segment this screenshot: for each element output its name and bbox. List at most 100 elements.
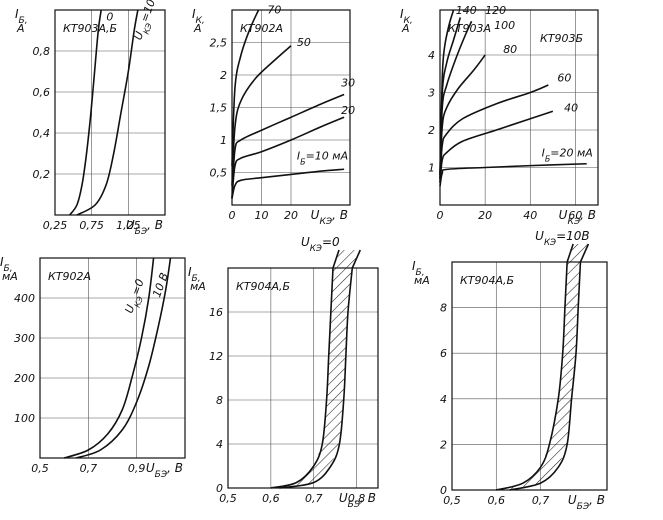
plot-frame xyxy=(227,267,379,489)
y-tick-label: 0,5 xyxy=(210,167,228,180)
y-axis-unit: мА xyxy=(190,280,206,293)
device-label: КТ903А,Б xyxy=(63,22,117,35)
x-tick-label: 60 xyxy=(568,209,582,222)
curve-label: 60 xyxy=(557,71,571,84)
y-tick-label: 0,6 xyxy=(33,86,51,99)
band-fill xyxy=(496,262,581,490)
curve-label: IБ=10 мА xyxy=(297,150,348,167)
plot-frame xyxy=(54,9,166,216)
y-tick-label: 0,4 xyxy=(33,127,51,140)
y-tick-label: 8 xyxy=(216,394,223,407)
x-tick-label: 1,25 xyxy=(116,219,141,232)
x-axis-label: UБЭ, В xyxy=(568,493,605,512)
curve-label: UКЭ=0 xyxy=(122,277,150,316)
y-tick-label: 4 xyxy=(440,393,447,406)
chart-p4: 0,5 0,7 0,9 100 200 300 400 IБ,мА UБЭ, В КТ902А UК… xyxy=(0,255,186,480)
y-tick-label: 400 xyxy=(14,292,35,305)
x-axis-label: UБЭ, В xyxy=(126,218,163,237)
y-tick-label: 1 xyxy=(220,134,227,147)
y-axis-label: IК, xyxy=(192,7,205,26)
y-tick-label: 200 xyxy=(14,372,35,385)
curve-label: 80 xyxy=(503,43,517,56)
device-label: КТ902А xyxy=(48,270,91,283)
y-tick-label: 0 xyxy=(440,484,447,497)
y-tick-label: 1,5 xyxy=(210,102,228,115)
series-line xyxy=(439,84,549,183)
x-tick-label: 20 xyxy=(284,209,298,222)
y-tick-label: 2 xyxy=(220,69,227,82)
y-tick-label: 2 xyxy=(440,438,447,451)
curve-label: 120 xyxy=(485,4,506,17)
chart-p1: 0,25 0,75 1,25 0,2 0,4 0,6 0,8 IБ,А UБЭ, В КТ903А… xyxy=(15,0,166,237)
x-tick-label: 0,6 xyxy=(262,492,280,505)
y-tick-label: 4 xyxy=(428,49,435,62)
y-axis-label: IК, xyxy=(400,7,413,26)
y-axis-label: IБ, xyxy=(412,259,425,278)
x-tick-label: 0,7 xyxy=(305,492,323,505)
x-axis-label: UБЭ, В xyxy=(339,491,376,510)
y-tick-label: 6 xyxy=(440,347,447,360)
y-tick-label: 0,8 xyxy=(33,45,51,58)
device-label: КТ902А xyxy=(240,22,283,35)
chart-p6: 0,5 0,6 0,7 0 2 4 6 8 IБ,мА UБЭ, В КТ904А,Б UКЭ=10В xyxy=(412,229,608,512)
series-line xyxy=(439,110,554,183)
y-tick-label: 12 xyxy=(209,350,223,363)
y-tick-label: 0 xyxy=(216,482,223,495)
band-lower-line xyxy=(270,267,334,489)
y-tick-label: 8 xyxy=(440,302,447,315)
device-label: КТ904А,Б xyxy=(460,274,514,287)
plot-frame xyxy=(231,9,351,206)
x-tick-label: 0,5 xyxy=(31,462,49,475)
device-label: КТ904А,Б xyxy=(236,280,290,293)
band-ext-fill xyxy=(567,244,589,262)
x-tick-label: 20 xyxy=(478,209,492,222)
y-tick-label: 300 xyxy=(14,332,35,345)
series-line xyxy=(231,116,345,199)
curve-label: 100 xyxy=(494,19,515,32)
series-line xyxy=(69,9,102,216)
series-line xyxy=(231,45,292,186)
curve-label: 50 xyxy=(297,36,311,49)
y-tick-label: 2,5 xyxy=(210,37,228,50)
band-fill xyxy=(270,268,353,488)
x-tick-label: 0 xyxy=(437,209,444,222)
series-line xyxy=(231,9,260,167)
series-line xyxy=(439,54,486,179)
x-axis-label: UКЭ, В xyxy=(311,208,348,227)
x-axis-label: UКЭ, В xyxy=(559,208,596,227)
curve-label: 140 xyxy=(456,4,477,17)
x-tick-label: 0,5 xyxy=(219,492,237,505)
curve-label: 70 xyxy=(267,3,281,16)
y-axis-label: IБ, xyxy=(0,255,13,274)
x-tick-label: 0,8 xyxy=(348,492,366,505)
x-tick-label: 10 xyxy=(255,209,269,222)
top-label: UКЭ=0 xyxy=(301,235,340,254)
band-upper-line xyxy=(279,267,354,489)
band-upper-line xyxy=(509,261,582,491)
chart-p5: 0,5 0,6 0,7 0,8 0 4 8 12 16 IБ,мА UБЭ, В КТ904А,Б UК… xyxy=(188,235,379,510)
y-tick-label: 16 xyxy=(209,306,223,319)
series-line xyxy=(439,9,455,176)
y-axis-label: IБ, xyxy=(188,265,201,284)
y-axis-unit: мА xyxy=(414,274,430,287)
plot-frame xyxy=(451,261,608,491)
curve-label: IБ=20 мА xyxy=(542,146,593,163)
y-tick-label: 0,2 xyxy=(33,168,51,181)
series-line xyxy=(231,168,345,199)
y-axis-unit: А xyxy=(401,22,410,35)
x-tick-label: 0,6 xyxy=(488,494,506,507)
y-tick-label: 2 xyxy=(428,124,435,137)
series-line xyxy=(75,257,172,459)
top-label: UКЭ=10В xyxy=(535,229,590,248)
x-tick-label: 0,75 xyxy=(79,219,104,232)
curve-label: 10 В xyxy=(150,271,171,299)
curve-label: 20 xyxy=(341,104,355,117)
x-tick-label: 0,9 xyxy=(128,462,146,475)
x-tick-label: 40 xyxy=(523,209,537,222)
device-label-2: КТ903Б xyxy=(540,32,583,45)
chart-p2: 0 10 20 0,5 1 1,5 2 2,5 IК,А UКЭ, В КТ902А 70 50 30 20… xyxy=(192,3,355,227)
x-tick-label: 0,5 xyxy=(443,494,461,507)
y-tick-label: 100 xyxy=(14,412,35,425)
